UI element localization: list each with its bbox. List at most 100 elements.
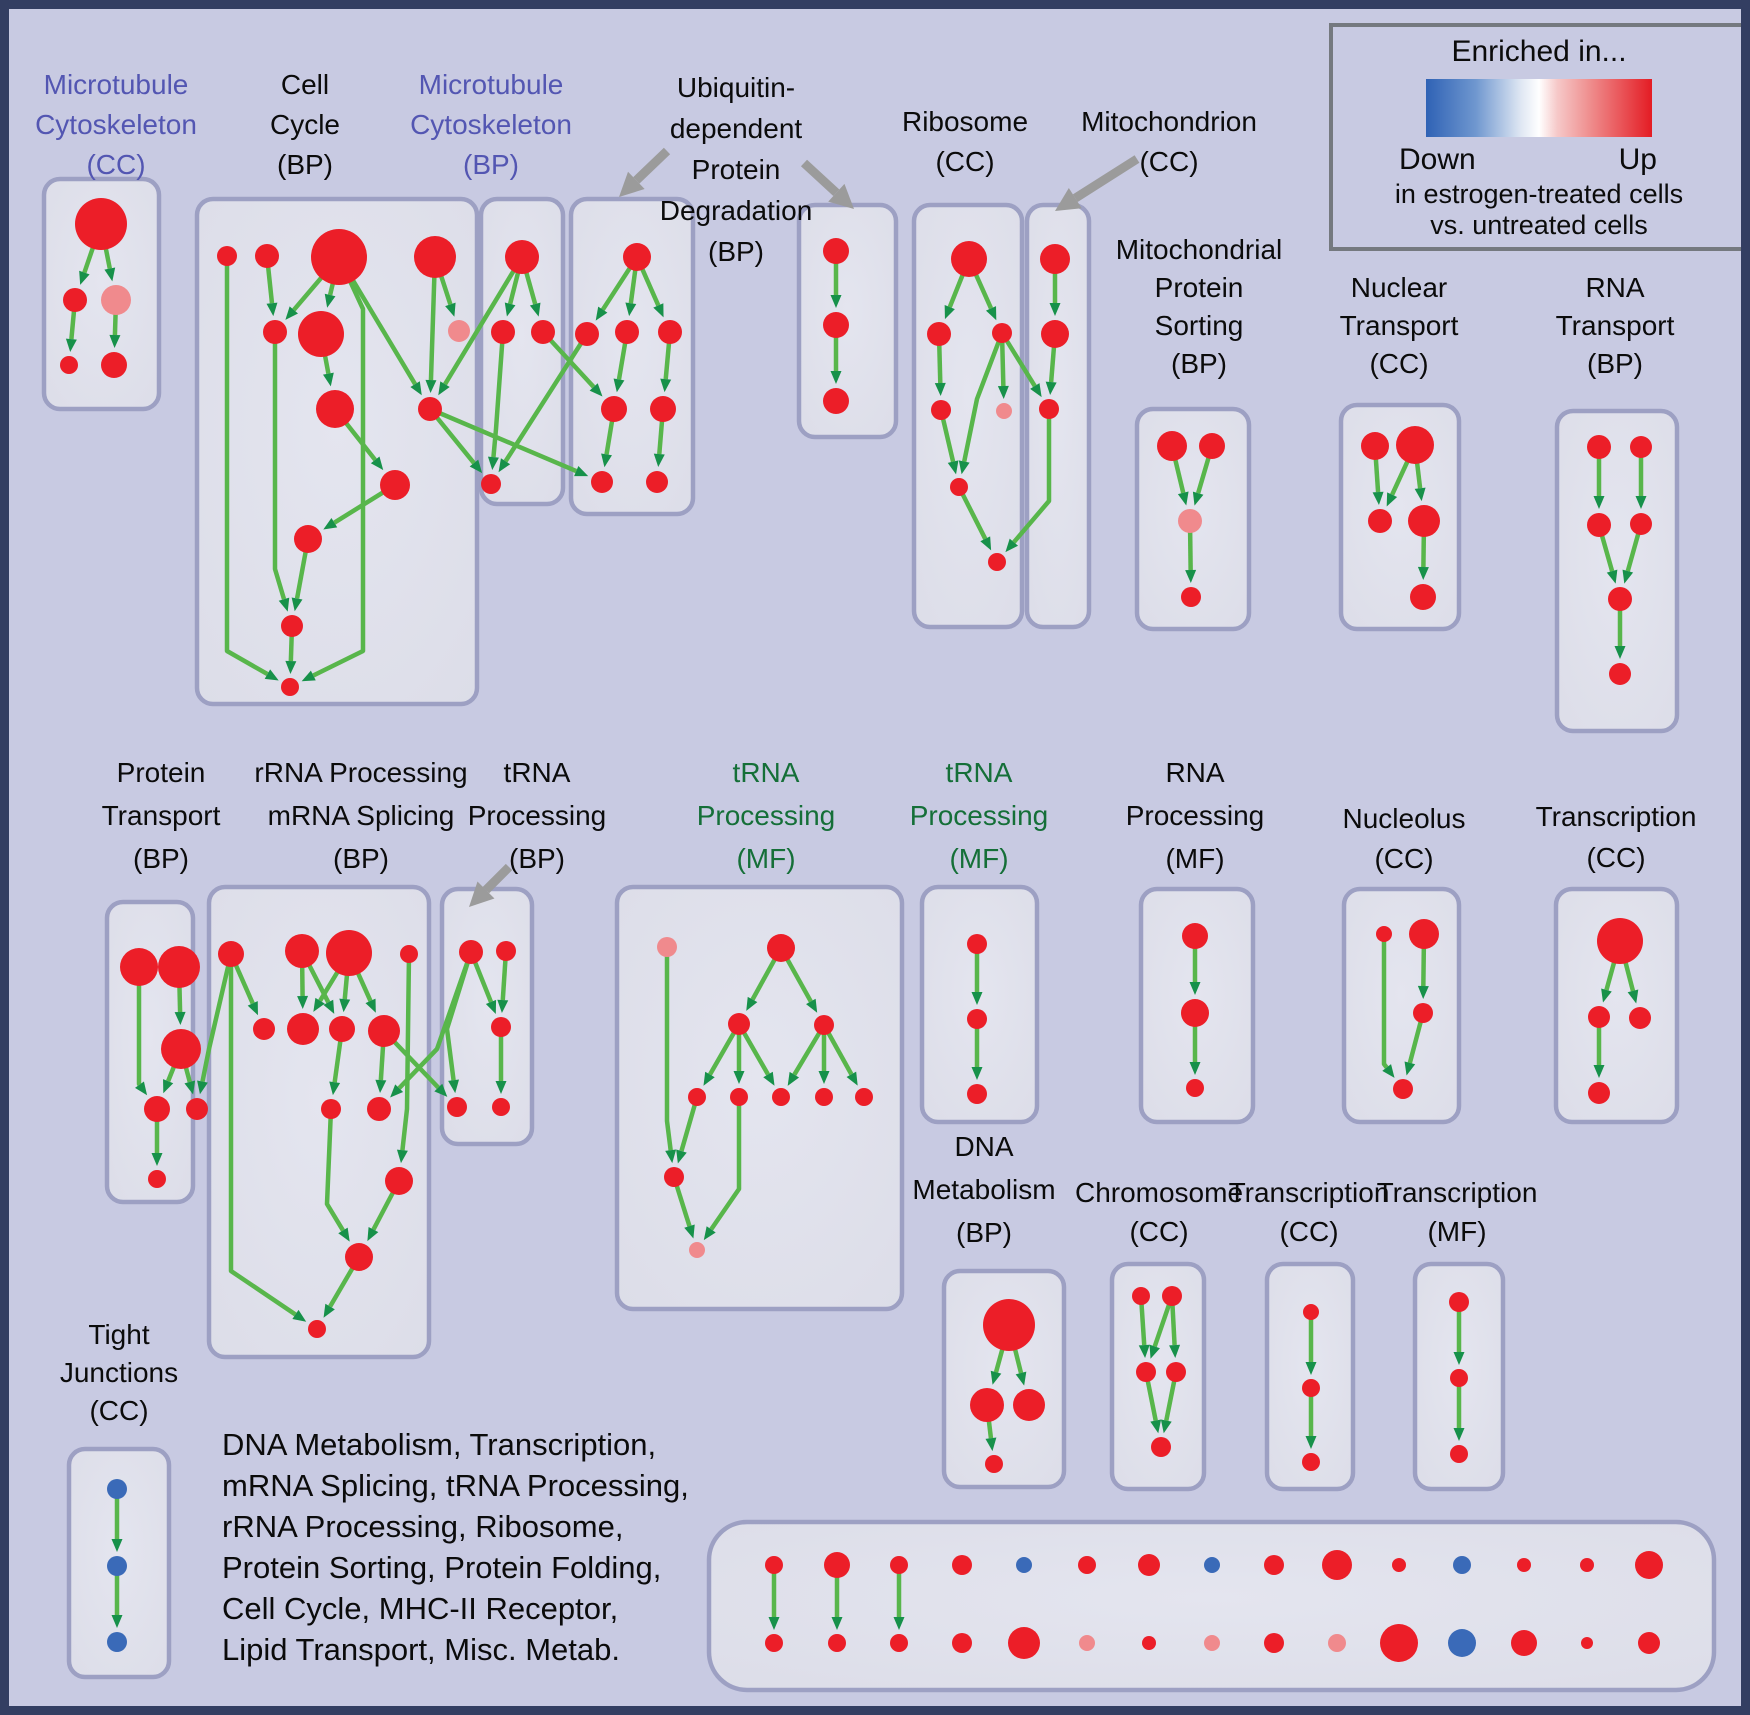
node-tm2-n1 [967,934,987,954]
node-cc-b [255,244,279,268]
annotation-line-6: Lipid Transport, Misc. Metab. [222,1632,620,1667]
edge-pt.b1-to-pt.s1 [135,967,148,1096]
node-cc-c [311,229,367,285]
node-ub2-n2 [823,312,849,338]
label-line: (CC) [1279,1216,1338,1247]
label-line: Processing [1126,800,1265,831]
ubiquitin-left-pointer [619,147,671,197]
node-ub1-mb [615,320,639,344]
strip-bottom-node [1328,1634,1346,1652]
edge-arrowhead [448,1079,460,1094]
edge-arrowhead [1049,303,1061,316]
edge-arrowhead [323,1303,335,1318]
node-tc2-n3 [1302,1453,1320,1471]
label-line: tRNA [946,757,1013,788]
edge-arrowhead [365,998,376,1013]
node-rr-t2 [285,934,319,968]
strip-top-node [1580,1558,1594,1572]
label-line: Cycle [270,109,340,140]
edge-line [312,256,366,678]
node-rib-t [951,241,987,277]
edge-arrowhead [301,670,316,682]
strip-bottom-node [1380,1624,1418,1662]
node-tc1-b [1588,1082,1610,1104]
legend-down-label: Down [1399,143,1476,176]
cluster-label-trna-processing-mf-2: tRNA Processing (MF) [910,757,1049,874]
node-ub1-lr [650,396,676,422]
node-mtbp-m1 [491,320,515,344]
node-rt-b [1609,663,1631,685]
strip-bottom-node [1511,1630,1537,1656]
strip-top-node [952,1555,972,1575]
node-mps-tl [1157,431,1187,461]
edge-arrowhead [485,999,497,1015]
edge-tm1.b1-to-tm1.lo [676,1096,700,1164]
merged-clusters-annotation: DNA Metabolism, Transcription, mRNA Splic… [222,1424,689,1670]
node-rr-t4 [400,945,418,963]
node-mps-b [1181,587,1201,607]
node-rr-l3 [345,1243,373,1271]
strip-column-14 [1580,1558,1594,1649]
edge-tm1.b2-to-tm1.bp [703,1097,742,1241]
strip-bottom-node [1581,1637,1593,1649]
label-line: Cytoskeleton [35,109,197,140]
node-tm2-n3 [967,1084,987,1104]
strip-top-node [824,1552,850,1578]
node-cc-e [263,320,287,344]
edge-tc2.n1-to-tc2.n2 [1305,1312,1317,1375]
node-nt-ml [1368,509,1392,533]
strip-top-node [1392,1558,1406,1572]
edge-arrowhead [390,1084,404,1098]
edge-line [956,485,988,540]
node-tj-n1 [107,1479,127,1499]
label-line: dependent [670,113,803,144]
edge-arrowhead [733,1071,745,1084]
node-tmf-n1 [1449,1292,1469,1312]
label-line: (CC) [1129,1216,1188,1247]
node-tm2-n2 [967,1009,987,1029]
edge-arrowhead [997,385,1009,400]
cluster-label-cell-cycle-bp: Cell Cycle (BP) [270,69,340,180]
edge-arrowhead [163,1079,174,1094]
node-rr-l1 [321,1099,341,1119]
node-tj-n2 [107,1556,127,1576]
edge-arrowhead [574,465,589,477]
node-nu-tl [1376,926,1392,942]
strip-column-15 [1635,1551,1663,1654]
node-tc2-n2 [1302,1379,1320,1397]
strip-top-node [1453,1556,1471,1574]
edge-arrowhead [338,1227,350,1242]
edge-arrowhead [322,372,334,387]
edge-arrowhead [1635,496,1647,509]
edge-arrowhead [247,1001,258,1016]
strip-column-11 [1380,1558,1418,1662]
strip-column-1 [765,1556,783,1652]
node-mtbp-m2 [531,320,555,344]
label-line: Degradation [660,195,813,226]
edge-arrowhead [763,1071,775,1086]
edge-arrowhead [1160,1419,1172,1434]
node-rr-m4 [368,1015,400,1047]
edge-arrowhead [339,998,351,1013]
cluster-box-mit [1024,202,1092,630]
annotation-line-2: mRNA Splicing, tRNA Processing, [222,1468,689,1503]
edge-arrowhead [846,1071,858,1086]
label-line: Protein [692,154,781,185]
node-rr-bt [308,1320,326,1338]
edge-arrowhead [684,1224,695,1239]
cluster-label-chromosome-cc: Chromosome (CC) [1075,1177,1243,1247]
edge-arrowhead [504,302,516,317]
node-rr-t1 [218,941,244,967]
edge-arrowhead [971,992,983,1005]
label-line: Ribosome [902,106,1028,137]
node-cc-i [418,397,442,421]
node-tm1-lo [664,1167,684,1187]
node-cc-m [281,678,299,696]
label-line: (MF) [1165,843,1224,874]
node-cc-k [294,525,322,553]
label-line: RNA [1585,272,1644,303]
edge-arrowhead [1030,383,1042,398]
strip-bottom-node [890,1634,908,1652]
cluster-box-ch [1109,1261,1207,1492]
node-pt-s2 [186,1098,208,1120]
